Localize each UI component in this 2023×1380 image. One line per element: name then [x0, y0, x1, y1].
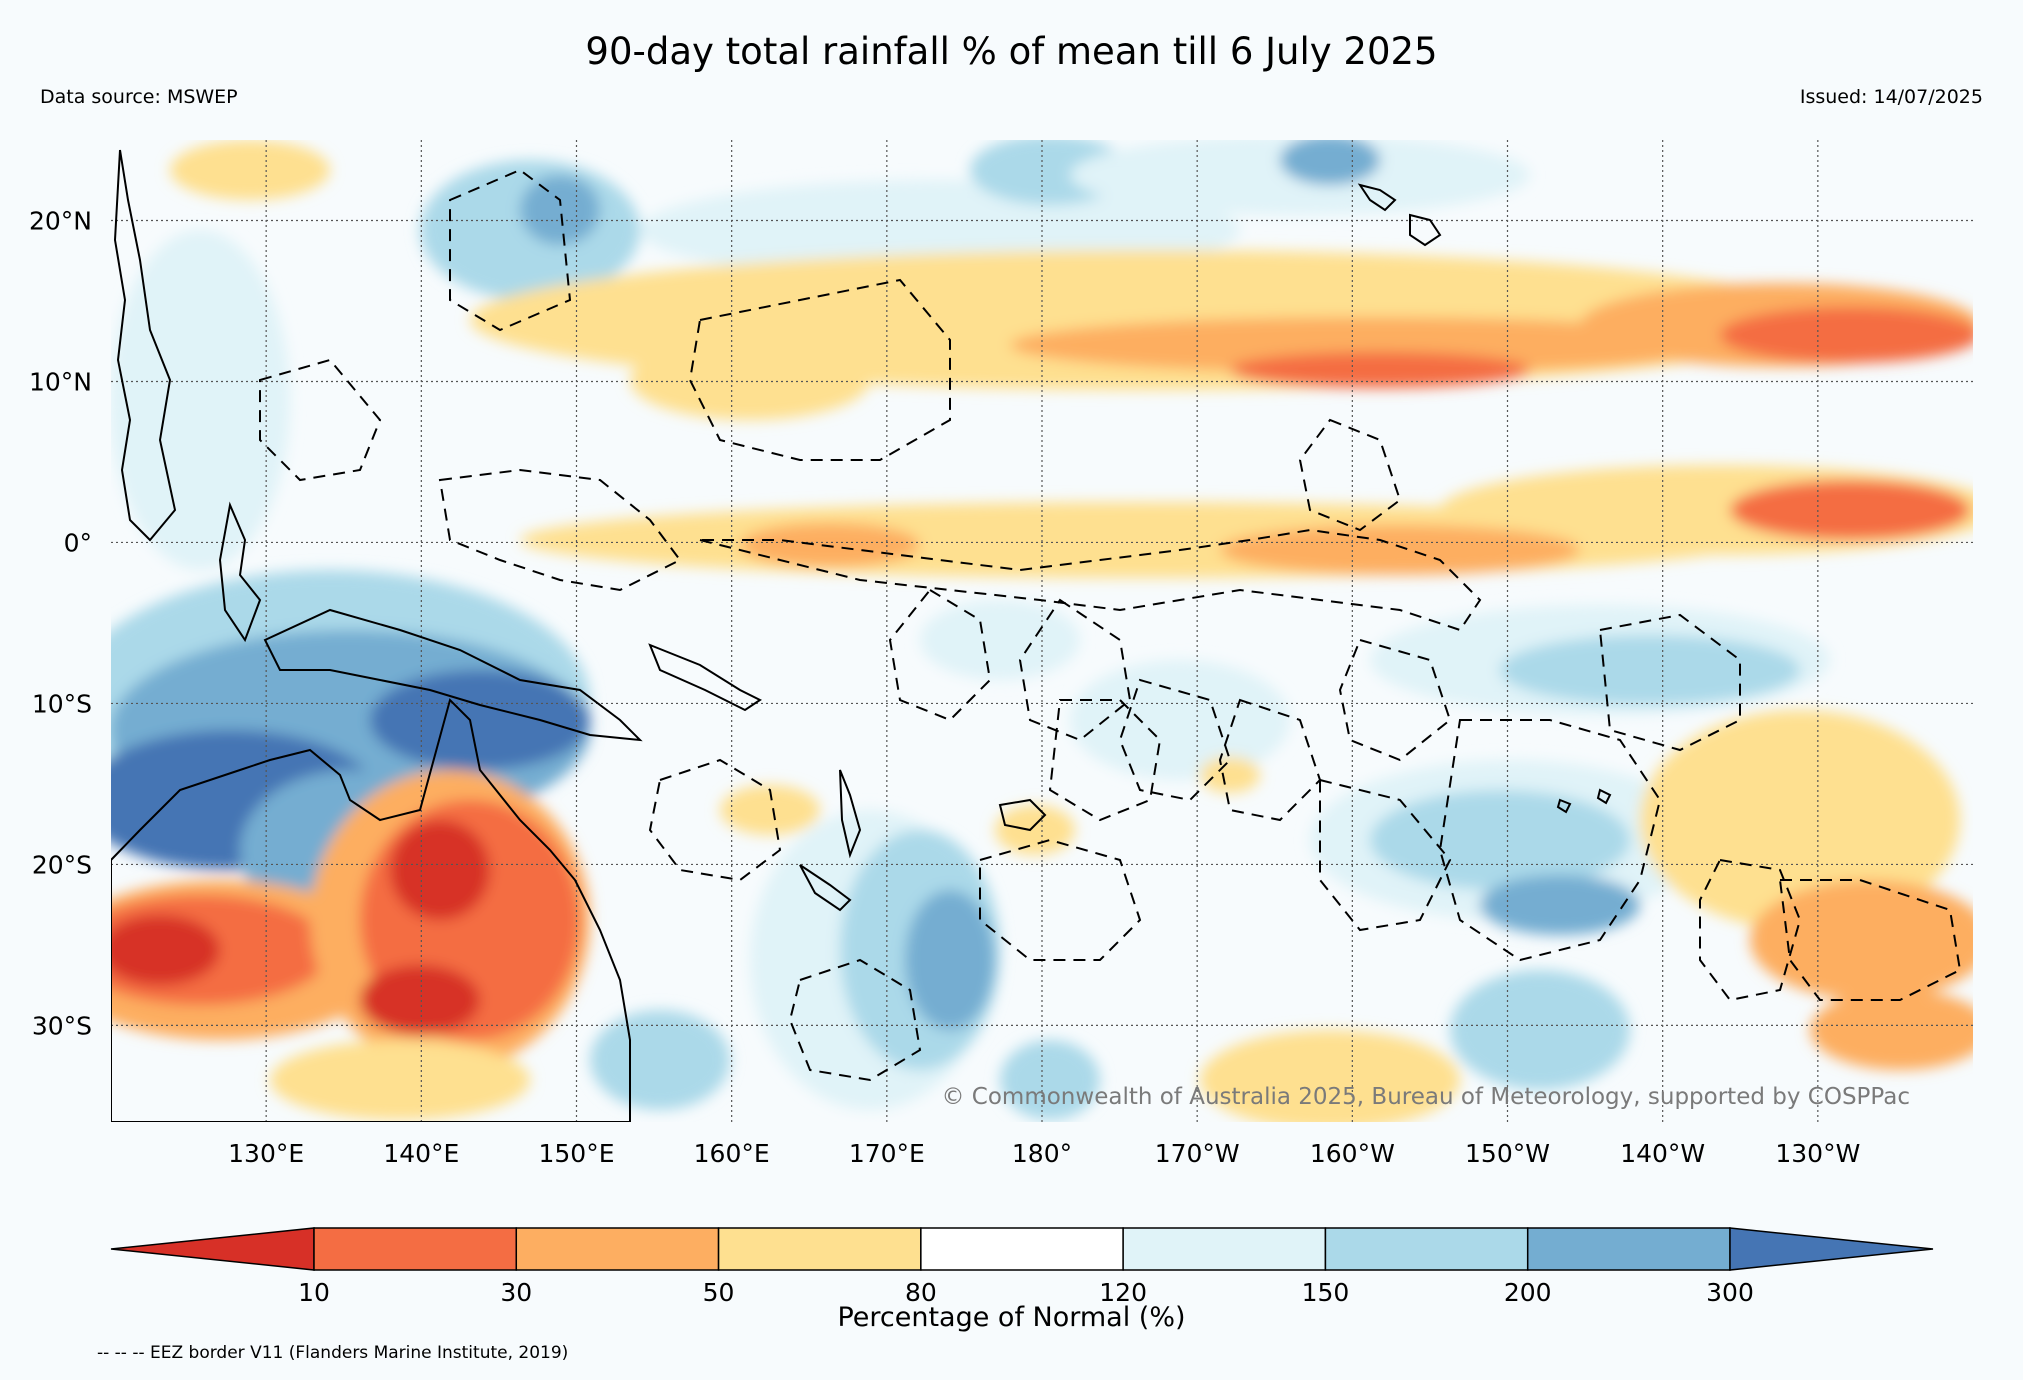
latitude-label: 20°S	[32, 850, 92, 879]
colorbar-segment	[515, 1227, 720, 1271]
colorbar-segment	[920, 1227, 1124, 1271]
longitude-label: 180°	[1012, 1139, 1072, 1168]
longitude-labels: 130°E 140°E 150°E 160°E 170°E 180° 170°W 160°W 1…	[228, 1139, 1860, 1168]
longitude-label: 160°E	[694, 1139, 770, 1168]
longitude-label: 150°W	[1465, 1139, 1550, 1168]
longitude-label: 170°E	[849, 1139, 925, 1168]
colorbar-tick-label: 300	[1706, 1278, 1754, 1307]
longitude-label: 130°W	[1775, 1139, 1860, 1168]
issued-date-label: Issued: 14/07/2025	[1799, 86, 1983, 108]
colorbar-segment	[1526, 1227, 1731, 1271]
colorbar-segment	[1122, 1227, 1327, 1271]
eez-borders	[259, 168, 1962, 1082]
copyright-notice: © Commonwealth of Australia 2025, Bureau…	[941, 1084, 1910, 1110]
data-source-label: Data source: MSWEP	[40, 86, 238, 108]
rainfall-field	[111, 140, 1973, 1122]
latitude-label: 10°N	[29, 367, 92, 396]
colorbar-extend-high	[1729, 1227, 1934, 1271]
colorbar	[110, 1227, 1934, 1271]
colorbar-tick-label: 150	[1302, 1278, 1350, 1307]
latitude-labels: 20°N 10°N 0° 10°S 20°S 30°S	[29, 206, 92, 1040]
coastlines	[111, 149, 1612, 1122]
latitude-label: 30°S	[32, 1011, 92, 1040]
colorbar-tick-label: 30	[500, 1278, 532, 1307]
longitude-label: 160°W	[1310, 1139, 1395, 1168]
eez-footnote: -- -- -- EEZ border V11 (Flanders Marine…	[97, 1343, 569, 1363]
colorbar-tick-label: 80	[905, 1278, 937, 1307]
colorbar-tick-label: 200	[1504, 1278, 1552, 1307]
colorbar-tick-label: 120	[1099, 1278, 1147, 1307]
colorbar-tick-label: 10	[298, 1278, 330, 1307]
colorbar-segment	[313, 1227, 518, 1271]
colorbar-extend-low	[110, 1227, 315, 1271]
longitude-label: 130°E	[228, 1139, 304, 1168]
colorbar-tick-labels: 10 30 50 80 120 150 200 300	[298, 1278, 1754, 1307]
latitude-label: 0°	[64, 528, 92, 557]
colorbar-segment	[717, 1227, 922, 1271]
latitude-label: 20°N	[29, 206, 92, 235]
longitude-label: 150°E	[538, 1139, 614, 1168]
map-gridlines	[111, 140, 1973, 1122]
longitude-label: 170°W	[1155, 1139, 1240, 1168]
longitude-label: 140°E	[383, 1139, 459, 1168]
latitude-label: 10°S	[32, 689, 92, 718]
colorbar-label: Percentage of Normal (%)	[837, 1302, 1186, 1333]
longitude-label: 140°W	[1620, 1139, 1705, 1168]
colorbar-tick-label: 50	[703, 1278, 735, 1307]
map-title: 90-day total rainfall % of mean till 6 J…	[585, 30, 1438, 73]
colorbar-segment	[1324, 1227, 1529, 1271]
